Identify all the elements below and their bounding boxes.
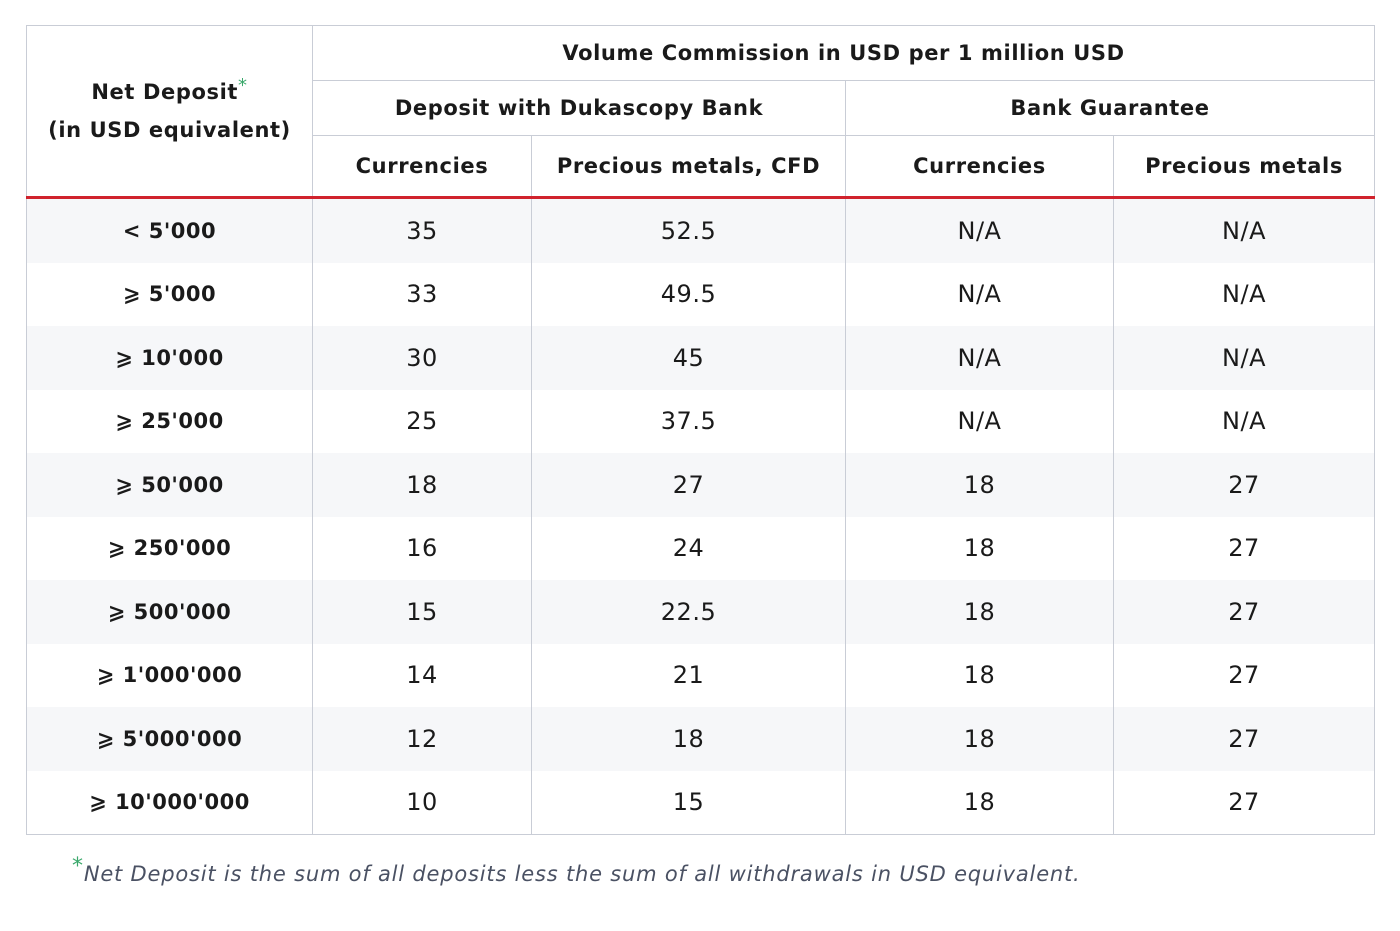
dep-currencies-cell: 35 [312,197,532,263]
net-deposit-header: Net Deposit* (in USD equivalent) [26,25,313,199]
dep-metals-cell: 24 [531,516,846,580]
net-deposit-label: Net Deposit [91,80,239,104]
deposit-cell: ⩾ 5'000 [26,262,313,326]
commission-table-container: Net Deposit* (in USD equivalent) Volume … [26,25,1376,835]
deposit-cell: ⩾ 25'000 [26,389,313,453]
bg-metals-cell: 27 [1112,643,1376,707]
table-row: ⩾ 1'000'000 14 21 18 27 [26,643,1376,707]
dep-metals-cell: 52.5 [531,197,846,263]
deposit-cell: ⩾ 10'000'000 [26,770,313,835]
dep-metals-cell: 18 [531,707,846,771]
bg-metals-cell: N/A [1112,326,1376,390]
table-row: ⩾ 10'000'000 10 15 18 27 [26,770,1376,835]
bg-metals-cell: N/A [1112,389,1376,453]
dep-metals-cell: 27 [531,453,846,517]
deposit-cell: ⩾ 1'000'000 [26,643,313,707]
table-header: Net Deposit* (in USD equivalent) Volume … [26,25,1376,199]
dep-metals-cell: 22.5 [531,580,846,644]
dep-currencies-cell: 25 [312,389,532,453]
table-row: ⩾ 5'000 33 49.5 N/A N/A [26,262,1376,326]
bg-metals-cell: N/A [1112,197,1376,263]
bg-metals-cell: 27 [1112,580,1376,644]
dep-metals-cell: 45 [531,326,846,390]
footnote-text: Net Deposit is the sum of all deposits l… [83,862,1081,886]
dep-currencies-cell: 16 [312,516,532,580]
bg-currencies-cell: 18 [845,707,1114,771]
bg-metals-cell: 27 [1112,516,1376,580]
bg-currencies-cell: N/A [845,262,1114,326]
deposit-cell: < 5'000 [26,197,313,263]
dep-currencies-cell: 33 [312,262,532,326]
bg-currencies-cell: N/A [845,197,1114,263]
bg-metals-cell: N/A [1112,262,1376,326]
table-row: ⩾ 250'000 16 24 18 27 [26,516,1376,580]
deposit-cell: ⩾ 5'000'000 [26,707,313,771]
net-deposit-sublabel: (in USD equivalent) [48,118,291,142]
table-row: < 5'000 35 52.5 N/A N/A [26,197,1376,263]
bg-currencies-cell: N/A [845,326,1114,390]
footnote-marker: * [72,854,84,879]
deposit-cell: ⩾ 250'000 [26,516,313,580]
table-row: ⩾ 500'000 15 22.5 18 27 [26,580,1376,644]
table-row: ⩾ 5'000'000 12 18 18 27 [26,707,1376,771]
dep-metals-cell: 21 [531,643,846,707]
bg-metals-cell: 27 [1112,770,1376,835]
bg-metals-cell: 27 [1112,453,1376,517]
deposit-cell: ⩾ 10'000 [26,326,313,390]
col-bg-currencies-header: Currencies [845,135,1114,199]
dep-currencies-cell: 30 [312,326,532,390]
deposit-cell: ⩾ 500'000 [26,580,313,644]
volume-commission-table: Net Deposit* (in USD equivalent) Volume … [26,25,1376,835]
dep-currencies-cell: 14 [312,643,532,707]
footnote: *Net Deposit is the sum of all deposits … [72,856,1081,887]
col-dep-metals-header: Precious metals, CFD [531,135,846,199]
bg-currencies-cell: 18 [845,643,1114,707]
header-row-top: Net Deposit* (in USD equivalent) Volume … [26,25,1376,199]
dep-metals-cell: 15 [531,770,846,835]
bg-currencies-cell: 18 [845,580,1114,644]
dep-currencies-cell: 10 [312,770,532,835]
bg-currencies-cell: N/A [845,389,1114,453]
volume-commission-header: Volume Commission in USD per 1 million U… [311,25,1376,81]
bg-metals-cell: 27 [1112,707,1376,771]
dep-currencies-cell: 12 [312,707,532,771]
dep-currencies-cell: 15 [312,580,532,644]
deposit-group-header: Deposit with Dukascopy Bank [312,80,846,136]
bg-currencies-cell: 18 [845,453,1114,517]
net-deposit-marker: * [238,75,248,96]
col-dep-currencies-header: Currencies [312,135,532,199]
deposit-cell: ⩾ 50'000 [26,453,313,517]
dep-metals-cell: 49.5 [531,262,846,326]
col-bg-metals-header: Precious metals [1112,135,1376,199]
dep-currencies-cell: 18 [312,453,532,517]
table-body: < 5'000 35 52.5 N/A N/A ⩾ 5'000 33 49.5 … [26,197,1376,835]
bg-currencies-cell: 18 [845,770,1114,835]
guarantee-group-header: Bank Guarantee [844,80,1376,136]
header-row-columns: Currencies Precious metals, CFD Currenci… [27,135,1376,199]
header-row-groups: Deposit with Dukascopy Bank Bank Guarant… [27,80,1376,136]
table-row: ⩾ 25'000 25 37.5 N/A N/A [26,389,1376,453]
table-row: ⩾ 10'000 30 45 N/A N/A [26,326,1376,390]
table-row: ⩾ 50'000 18 27 18 27 [26,453,1376,517]
dep-metals-cell: 37.5 [531,389,846,453]
bg-currencies-cell: 18 [845,516,1114,580]
